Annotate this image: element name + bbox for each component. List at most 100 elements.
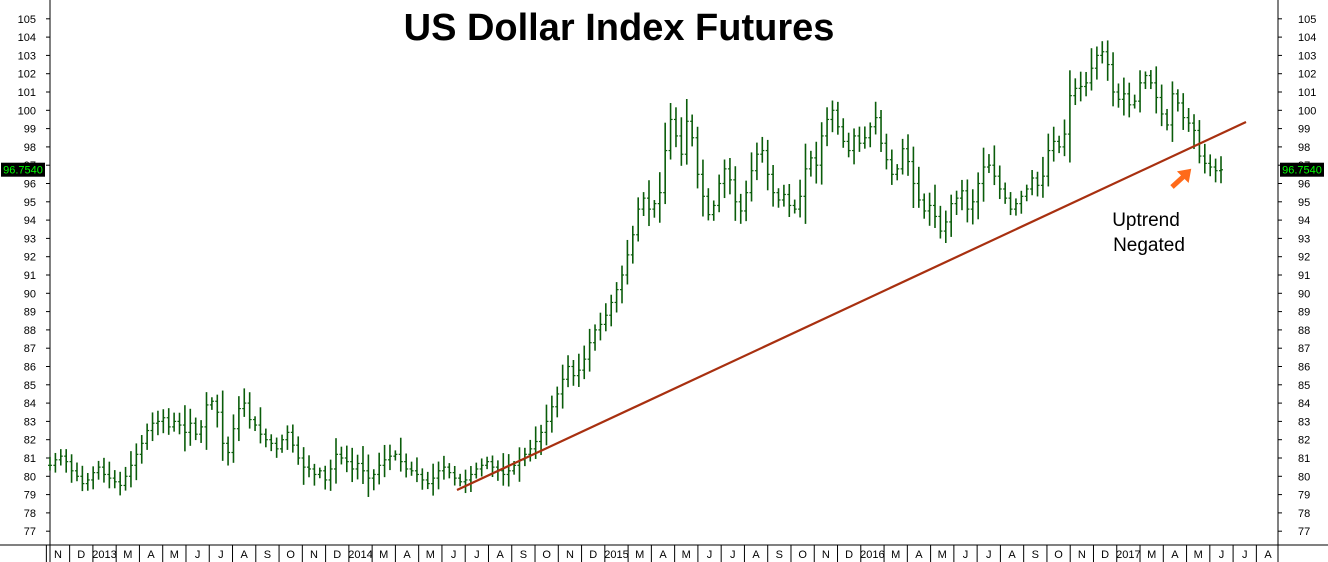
- y-tick-label-right: 87: [1298, 343, 1310, 355]
- price-bar: [528, 439, 533, 462]
- price-bar: [74, 462, 79, 482]
- price-bar: [1035, 171, 1040, 197]
- y-tick-label-left: 82: [24, 435, 36, 447]
- price-bar: [603, 303, 608, 332]
- price-bar: [1132, 94, 1137, 109]
- x-tick-label: M: [379, 549, 388, 561]
- price-bar: [641, 192, 646, 217]
- x-tick-label: M: [170, 549, 179, 561]
- price-bar: [760, 136, 765, 163]
- price-bar: [58, 449, 63, 466]
- price-bar: [722, 159, 727, 199]
- y-tick-label-right: 94: [1298, 215, 1310, 227]
- price-bar: [312, 463, 317, 486]
- price-bar: [458, 473, 463, 487]
- y-tick-label-right: 86: [1298, 361, 1310, 373]
- price-bar: [447, 463, 452, 479]
- uptrend-line: [456, 121, 1247, 491]
- price-bar: [776, 188, 781, 208]
- x-tick-label: J: [451, 549, 457, 561]
- x-tick-label: A: [403, 549, 411, 561]
- price-bar: [96, 460, 101, 480]
- price-bar: [609, 294, 614, 327]
- price-bar: [544, 404, 549, 446]
- price-bar: [927, 192, 932, 226]
- y-tick-label-right: 99: [1298, 124, 1310, 136]
- x-tick-label: N: [54, 549, 62, 561]
- arrow-shaft: [1170, 175, 1185, 189]
- x-tick-label: S: [776, 549, 783, 561]
- price-bar: [630, 225, 635, 264]
- price-bar: [1003, 182, 1008, 204]
- price-bar: [970, 189, 975, 225]
- price-bar: [139, 435, 144, 464]
- price-bar: [1197, 120, 1202, 164]
- price-bar: [906, 134, 911, 176]
- x-tick-label: A: [915, 549, 923, 561]
- price-bar: [1181, 93, 1186, 130]
- price-bar: [571, 359, 576, 386]
- price-bar: [1084, 71, 1089, 97]
- price-bar: [145, 423, 150, 450]
- price-bar: [932, 184, 937, 228]
- price-bar: [215, 394, 220, 428]
- y-tick-label-left: 93: [24, 233, 36, 245]
- x-tick-label: 2016: [860, 549, 884, 561]
- price-bar: [328, 459, 333, 491]
- price-bar: [1105, 40, 1110, 81]
- y-tick-label-left: 105: [18, 14, 36, 26]
- price-bar: [986, 154, 991, 174]
- price-tag-box: [1280, 162, 1324, 177]
- price-bar: [517, 447, 522, 482]
- x-tick-label: M: [682, 549, 691, 561]
- price-bar: [587, 328, 592, 372]
- price-tag-value: 96.7540: [3, 165, 43, 177]
- annotation-line-2: Negated: [1113, 235, 1185, 256]
- x-tick-label: D: [1101, 549, 1109, 561]
- y-tick-label-left: 104: [18, 32, 36, 44]
- price-bar: [334, 438, 339, 484]
- price-bar: [166, 408, 171, 435]
- price-bar: [765, 139, 770, 191]
- price-bar: [307, 455, 312, 478]
- y-tick-label-left: 88: [24, 325, 36, 337]
- price-bar: [85, 472, 90, 491]
- price-bar: [749, 152, 754, 202]
- price-bar: [1219, 156, 1223, 184]
- price-bar: [754, 142, 759, 181]
- price-bar: [614, 282, 619, 313]
- price-bar: [1208, 154, 1213, 177]
- price-bar: [263, 428, 268, 448]
- y-tick-label-left: 78: [24, 508, 36, 520]
- price-bar: [798, 179, 803, 218]
- price-bar: [620, 265, 625, 304]
- price-bar: [360, 446, 365, 484]
- price-bar: [209, 397, 214, 410]
- price-bar: [398, 437, 403, 472]
- y-tick-label-left: 86: [24, 361, 36, 373]
- price-bar: [468, 466, 473, 492]
- x-tick-label: M: [891, 549, 900, 561]
- x-tick-label: S: [264, 549, 271, 561]
- price-bar: [841, 118, 846, 148]
- price-bar: [296, 436, 301, 465]
- price-bar: [981, 147, 986, 202]
- price-bar: [387, 444, 392, 471]
- price-bar: [895, 164, 900, 181]
- y-tick-label-right: 101: [1298, 87, 1316, 99]
- price-bar: [560, 364, 565, 409]
- price-bar: [593, 324, 598, 351]
- x-tick-label: M: [938, 549, 947, 561]
- price-bar: [992, 145, 997, 186]
- price-bar: [1073, 78, 1078, 106]
- price-bar: [366, 454, 371, 497]
- y-tick-label-left: 96: [24, 179, 36, 191]
- price-bar: [107, 461, 112, 489]
- price-bar: [1030, 170, 1035, 196]
- y-tick-label-right: 91: [1298, 270, 1310, 282]
- price-bar: [274, 437, 279, 458]
- price-bar: [404, 453, 409, 478]
- y-tick-label-left: 83: [24, 416, 36, 428]
- x-tick-label: J: [963, 549, 969, 561]
